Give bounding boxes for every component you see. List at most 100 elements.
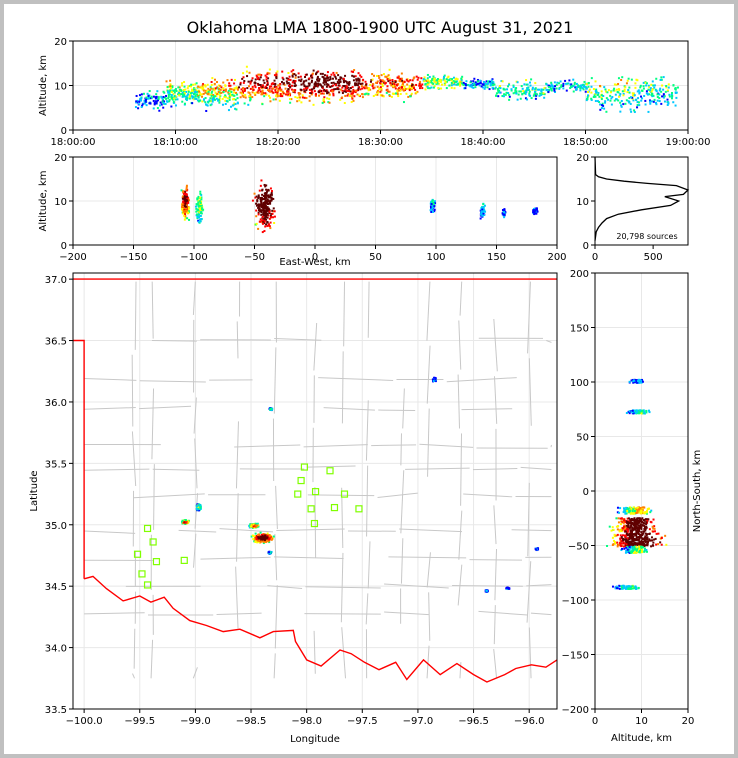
ns-height-source: [640, 531, 643, 534]
time-height-source: [399, 80, 402, 83]
time-height-source: [372, 94, 375, 97]
ew-height-source: [255, 195, 258, 198]
time-height-source: [216, 86, 219, 89]
ns-height-source: [638, 551, 641, 554]
plan-view-source: [268, 535, 271, 538]
county-boundary: [463, 493, 513, 498]
time-height-source: [391, 79, 394, 82]
time-height-source: [234, 78, 237, 81]
time-height-source: [186, 87, 189, 90]
time-height-source: [191, 83, 194, 86]
ns-height-source: [637, 411, 640, 414]
ew-height-source: [186, 202, 189, 205]
time-height-source: [365, 87, 368, 90]
time-height-source: [262, 79, 265, 82]
ns-height-source: [630, 507, 633, 510]
time-height-source: [344, 80, 347, 83]
time-height-source: [365, 83, 368, 86]
ns-height-source: [617, 525, 620, 528]
time-height-source: [278, 99, 281, 102]
time-height-source: [652, 84, 655, 87]
ew-height-source: [184, 198, 187, 201]
time-height-source: [323, 96, 326, 99]
county-boundary: [527, 482, 530, 557]
time-height-source: [380, 89, 383, 92]
ew-height-source: [187, 197, 190, 200]
time-height-source: [624, 86, 627, 89]
time-height-source: [315, 82, 318, 85]
time-height-source: [487, 82, 490, 85]
ns-height-source: [631, 550, 634, 553]
time-height-source: [249, 87, 252, 90]
time-height-source: [275, 75, 278, 78]
ns-height-source: [624, 534, 627, 537]
time_height-x-tick-label: 18:50:00: [563, 137, 608, 148]
time-height-source: [534, 92, 537, 95]
plan-view-source: [252, 525, 255, 528]
time-height-source: [172, 89, 175, 92]
time-height-source: [381, 85, 384, 88]
time-height-source: [217, 90, 220, 93]
ew_height-x-tick-label: 50: [369, 252, 382, 263]
time-height-source: [328, 97, 331, 100]
time-height-source: [411, 83, 414, 86]
time-height-source: [268, 68, 271, 71]
time-height-source: [167, 97, 170, 100]
plan-view-source: [197, 509, 200, 512]
plan-view-source: [256, 541, 259, 544]
time-height-source: [302, 80, 305, 83]
ew-height-source: [268, 225, 271, 228]
time-height-source: [242, 81, 245, 84]
time-height-source: [162, 90, 165, 93]
time-height-source: [299, 75, 302, 78]
time-height-source: [514, 89, 517, 92]
county-boundary: [384, 611, 429, 616]
time-height-source: [211, 77, 214, 80]
time-height-source: [440, 87, 443, 90]
time-height-source: [313, 87, 316, 90]
time-height-source: [626, 79, 629, 82]
time-height-source: [640, 99, 643, 102]
time-height-source: [642, 87, 645, 90]
time-height-source: [560, 85, 563, 88]
ns-height-source: [618, 542, 621, 545]
ew-height-source: [259, 209, 262, 212]
ns-height-source: [628, 507, 631, 510]
time-height-source: [656, 99, 659, 102]
figure-canvas: Oklahoma LMA 1800-1900 UTC August 31, 20…: [4, 4, 734, 754]
ew-height-source: [430, 203, 433, 206]
ew-height-source: [264, 206, 267, 209]
ns-height-source: [648, 528, 651, 531]
time-height-source: [385, 76, 388, 79]
ns-height-source: [645, 512, 648, 515]
time-height-source: [272, 91, 275, 94]
time-height-source: [239, 83, 242, 86]
time-height-source: [233, 89, 236, 92]
lma-station-marker: [300, 463, 309, 471]
time-height-source: [165, 97, 168, 100]
time-height-source: [291, 81, 294, 84]
time-height-source: [209, 104, 212, 107]
time-height-source: [169, 85, 172, 88]
time-height-source: [244, 87, 247, 90]
ns-height-source: [629, 536, 632, 539]
ns-height-source: [620, 536, 623, 539]
ns-height-source: [641, 380, 644, 383]
ns-height-source: [621, 547, 624, 550]
time-height-source: [281, 76, 284, 79]
time-height-source: [333, 73, 336, 76]
time-height-source: [276, 95, 279, 98]
ns-height-source: [616, 587, 619, 590]
time-height-source: [162, 106, 165, 109]
ew-height-source: [187, 201, 190, 204]
time-height-source: [328, 101, 331, 104]
ns-height-source: [632, 412, 635, 415]
time-height-source: [328, 93, 331, 96]
plan-view-source: [263, 537, 266, 540]
ns-height-source: [641, 524, 644, 527]
time-height-source: [172, 93, 175, 96]
time-height-source: [226, 97, 229, 100]
time-height-source: [647, 88, 650, 91]
ew-height-source: [183, 194, 186, 197]
time-height-source: [358, 94, 361, 97]
